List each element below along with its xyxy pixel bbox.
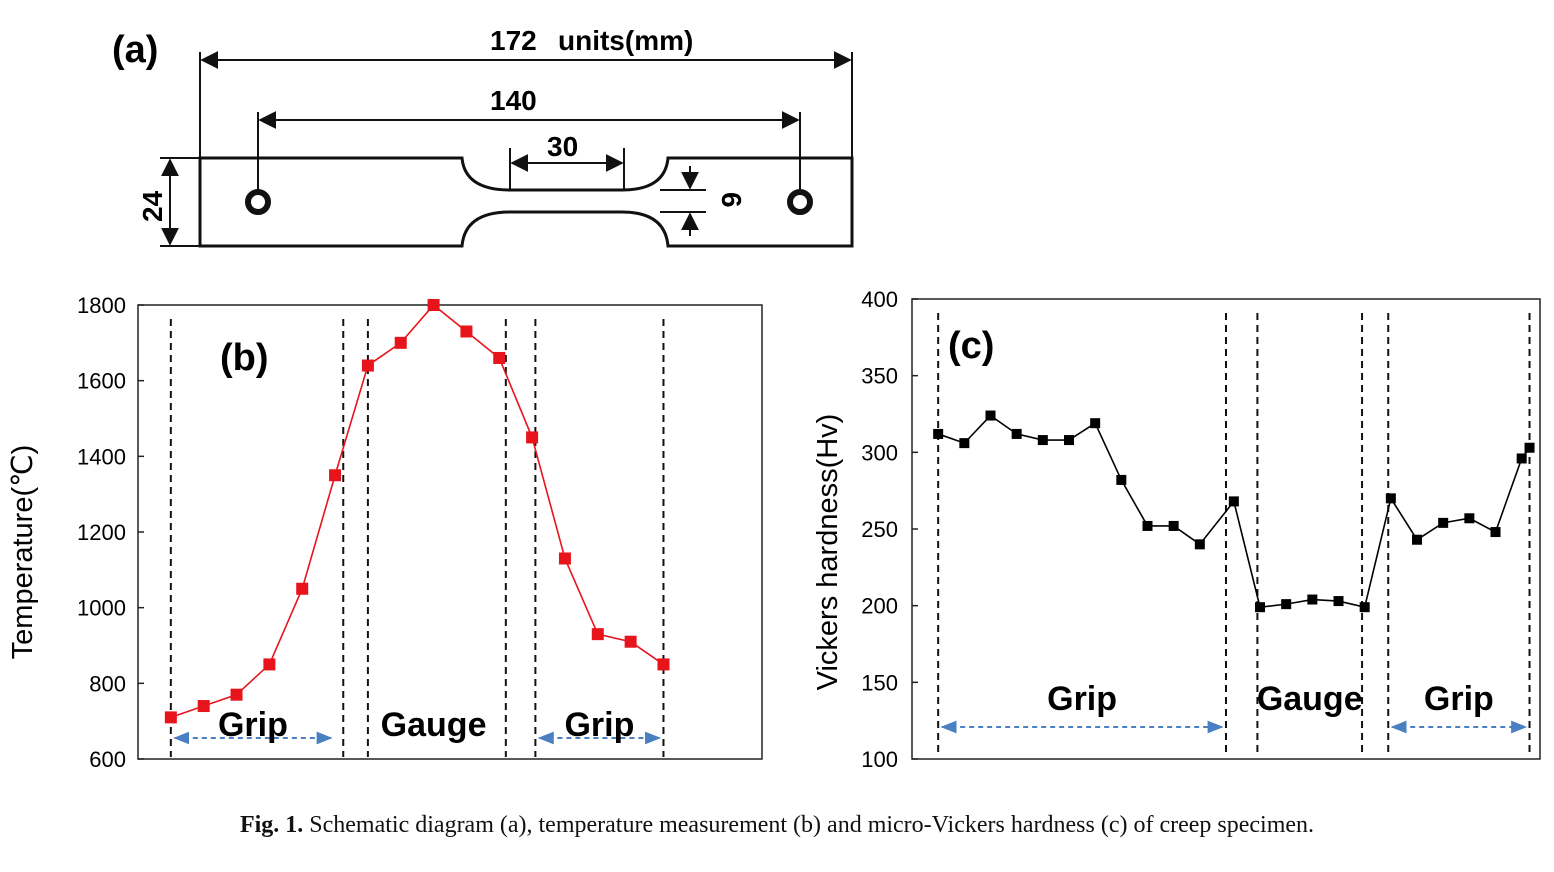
caption-prefix: Fig. 1. [239, 812, 304, 838]
region-label: Grip [1047, 680, 1117, 718]
region-label: Gauge [381, 706, 487, 744]
label-gauge-length: 30 [547, 131, 578, 162]
data-point [1438, 517, 1449, 528]
data-point [460, 325, 473, 338]
data-point [1490, 527, 1501, 538]
series-line [170, 303, 664, 719]
y-tick-label: 200 [861, 594, 898, 619]
data-point [1516, 453, 1527, 464]
data-point [263, 658, 276, 671]
y-tick-label: 800 [89, 671, 126, 696]
data-point [1281, 599, 1292, 610]
label-total-length: 172 [490, 25, 537, 56]
y-tick-label: 400 [861, 287, 898, 312]
data-point [591, 628, 604, 641]
chart-panel-label: (b) [220, 337, 269, 379]
data-point [230, 688, 243, 701]
data-point [394, 336, 407, 349]
y-tick-label: 1200 [77, 520, 126, 545]
data-point [1194, 539, 1205, 550]
data-point [1385, 493, 1396, 504]
data-point [1255, 602, 1266, 613]
label-gauge-width: 6 [716, 192, 747, 208]
label-width: 24 [137, 190, 168, 222]
schematic-panel: (a) 172 units(mm) 140 30 24 6 [112, 25, 854, 248]
data-point [624, 635, 637, 648]
data-point [1333, 596, 1344, 607]
data-point [1412, 534, 1423, 545]
data-point [1524, 442, 1535, 453]
y-tick-label: 1800 [77, 293, 126, 318]
y-tick-label: 600 [89, 747, 126, 772]
data-point [1307, 594, 1318, 605]
data-point [1168, 520, 1179, 531]
y-tick-label: 1000 [77, 596, 126, 621]
data-point [329, 469, 342, 482]
y-tick-label: 350 [861, 364, 898, 389]
y-tick-label: 150 [861, 670, 898, 695]
temperature-chart: (b) Temperature(℃) 600 800 1000 1200 1400 160… [7, 293, 763, 772]
data-point [1142, 520, 1153, 531]
hardness-chart: (c) Vickers hardness(Hv) 100 150 200 250 300… [812, 287, 1541, 772]
data-point [657, 658, 670, 671]
data-point [296, 582, 309, 595]
y-tick-label: 250 [861, 517, 898, 542]
data-point [1011, 428, 1022, 439]
data-point [1116, 474, 1127, 485]
data-point [526, 431, 539, 444]
y-axis-label: Vickers hardness(Hv) [812, 414, 844, 691]
data-point [985, 410, 996, 421]
label-units: units(mm) [558, 25, 693, 56]
data-point [493, 351, 506, 364]
series-line [937, 414, 1531, 609]
data-point [1228, 496, 1239, 507]
data-point [1037, 435, 1048, 446]
caption-text: Schematic diagram (a), temperature measu… [303, 812, 1315, 838]
data-point [361, 359, 374, 372]
chart-panel-label: (c) [948, 325, 994, 367]
region-label: Grip [1424, 680, 1494, 718]
region-label: Gauge [1257, 680, 1363, 718]
data-point [1359, 602, 1370, 613]
data-point [1464, 513, 1475, 524]
grip-hole-left [245, 189, 271, 215]
grip-hole-right [787, 189, 813, 215]
region-label: Grip [564, 706, 634, 744]
data-point [558, 552, 571, 565]
data-point [933, 428, 944, 439]
data-point [1090, 418, 1101, 429]
label-hole-span: 140 [490, 85, 537, 116]
schematic-panel-label: (a) [112, 29, 158, 71]
data-point [427, 299, 440, 311]
region-label: Grip [218, 706, 288, 744]
y-axis-label: Temperature(℃) [7, 445, 39, 660]
data-point [197, 700, 210, 713]
y-tick-label: 1400 [77, 444, 126, 469]
data-point [1064, 435, 1074, 446]
y-tick-label: 300 [861, 440, 898, 465]
data-point [164, 711, 177, 724]
y-tick-label: 1600 [77, 369, 126, 394]
specimen-outline [198, 156, 854, 248]
data-point [959, 438, 970, 449]
y-tick-label: 100 [861, 747, 898, 772]
figure-caption: Fig. 1. Schematic diagram (a), temperatu… [0, 812, 1554, 839]
